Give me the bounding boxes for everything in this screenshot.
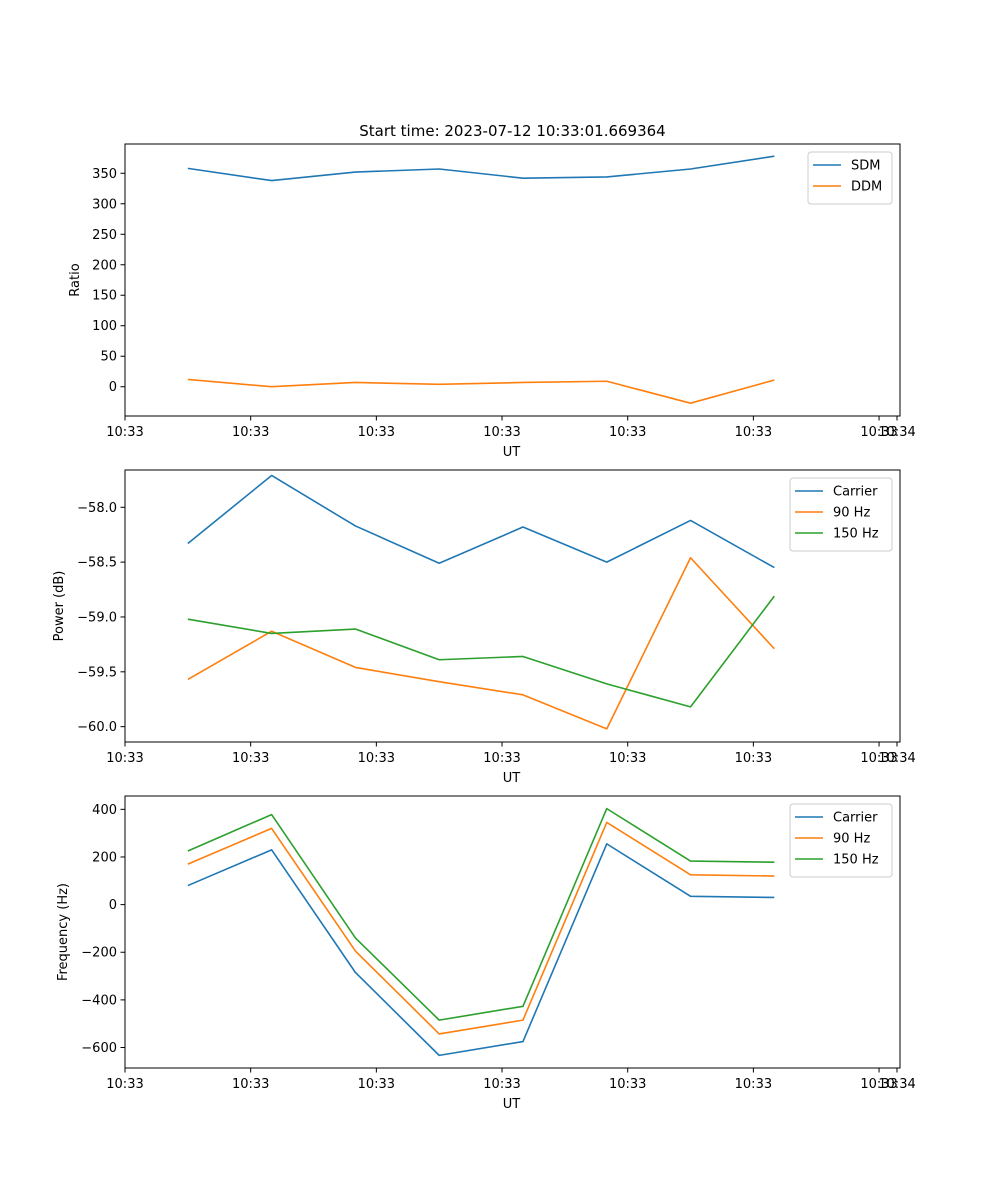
chart-3-x-tick-label: 10:33 [106,1077,143,1092]
chart-1-x-tick-label: 10:33 [860,425,897,440]
chart-2-y-tick-label: −59.5 [77,665,117,680]
chart-1-legend: SDM DDM [807,151,893,205]
chart-3-y-tick-label: 200 [92,850,117,865]
chart-3-x-tick-label: 10:33 [483,1077,520,1092]
chart-1-x-tick-label: 10:33 [609,425,646,440]
chart-2-x-tick-label: 10:33 [483,751,520,766]
chart-1-x-tick-label: 10:33 [358,425,395,440]
chart-1-y-tick-label: 300 [92,197,117,212]
chart-1-series-ddm [187,378,775,404]
chart-3-y-tick-label: −200 [81,946,117,961]
chart-3-x-tick-label: 10:33 [609,1077,646,1092]
chart-2-series-90-hz [187,556,775,730]
chart-2-legend-label: 150 Hz [833,527,879,542]
chart-2-x-tick-label: 10:33 [860,751,897,766]
chart-2-x-axis-label: UT [503,771,521,786]
chart-2-y-tick-label: −58.0 [77,501,117,516]
chart-1-y-tick-label: 50 [100,350,117,365]
chart-2-series-150-hz [187,595,775,708]
chart-2-x-tick-label: 10:33 [609,751,646,766]
chart-1-series-sdm [187,155,775,182]
chart-3-x-tick-label: 10:33 [735,1077,772,1092]
chart-1-x-tick-label: 10:33 [483,425,520,440]
figure-title: Start time: 2023-07-12 10:33:01.669364 [359,122,665,140]
chart-1-legend-label: DDM [851,180,882,195]
chart-3-series-90-hz [187,821,775,1035]
chart-1-frame [124,143,901,417]
chart-2-legend: Carrier 90 Hz 150 Hz [789,477,893,552]
chart-3-x-tick-label: 10:34 [878,1077,915,1092]
chart-1-legend-label: SDM [851,159,880,174]
chart-1-x-tick-label: 10:33 [106,425,143,440]
chart-2-y-tick-label: −58.5 [77,556,117,571]
chart-3-x-tick-label: 10:33 [358,1077,395,1092]
chart-3-y-tick-label: −600 [81,1041,117,1056]
chart-2-series-carrier [187,474,775,569]
chart-2-y-tick-label: −59.0 [77,610,117,625]
chart-1-y-tick-label: 200 [92,258,117,273]
chart-2-x-tick-label: 10:33 [232,751,269,766]
chart-3-x-tick-label: 10:33 [860,1077,897,1092]
chart-1-x-axis-label: UT [503,445,521,460]
chart-1-x-tick-label: 10:33 [735,425,772,440]
chart-3-y-tick-label: 400 [92,803,117,818]
chart-1-y-tick-label: 350 [92,167,117,182]
chart-1-y-tick-label: 0 [109,380,117,395]
chart-3-legend-label: Carrier [833,811,878,826]
chart-2-x-tick-label: 10:33 [735,751,772,766]
chart-2-legend-label: 90 Hz [833,506,870,521]
chart-2-y-axis-label: Power (dB) [52,571,67,642]
chart-3-frame [124,795,901,1069]
chart-2-y-tick-label: −60.0 [77,720,117,735]
chart-1-y-axis-label: Ratio [68,263,83,296]
chart-3-legend-label: 90 Hz [833,832,870,847]
chart-2-x-tick-label: 10:33 [106,751,143,766]
chart-2-x-tick-label: 10:34 [878,751,915,766]
chart-2-frame [124,469,901,743]
chart-1-y-tick-label: 150 [92,289,117,304]
chart-1-y-tick-label: 100 [92,319,117,334]
chart-3-y-tick-label: 0 [109,898,117,913]
chart-1: 10:33 10:33 10:33 10:33 10:33 10:33 10:3310:34… [68,143,916,460]
chart-1-y-tick-label: 250 [92,228,117,243]
chart-1-x-tick-label: 10:33 [232,425,269,440]
chart-3-series-150-hz [187,807,775,1021]
chart-2: 10:33 10:33 10:33 10:33 10:33 10:33 10:3310:34… [52,469,916,786]
chart-3-legend: Carrier 90 Hz 150 Hz [789,803,893,878]
chart-2-x-tick-label: 10:33 [358,751,395,766]
chart-2-legend-label: Carrier [833,485,878,500]
chart-3-x-axis-label: UT [503,1097,521,1112]
chart-3-legend-label: 150 Hz [833,853,879,868]
chart-3-y-tick-label: −400 [81,993,117,1008]
chart-3: 10:33 10:33 10:33 10:33 10:33 10:33 10:3310:34… [56,795,916,1112]
chart-1-x-tick-label: 10:34 [878,425,915,440]
chart-3-series-carrier [187,843,775,1057]
chart-3-y-axis-label: Frequency (Hz) [56,883,71,981]
chart-3-x-tick-label: 10:33 [232,1077,269,1092]
